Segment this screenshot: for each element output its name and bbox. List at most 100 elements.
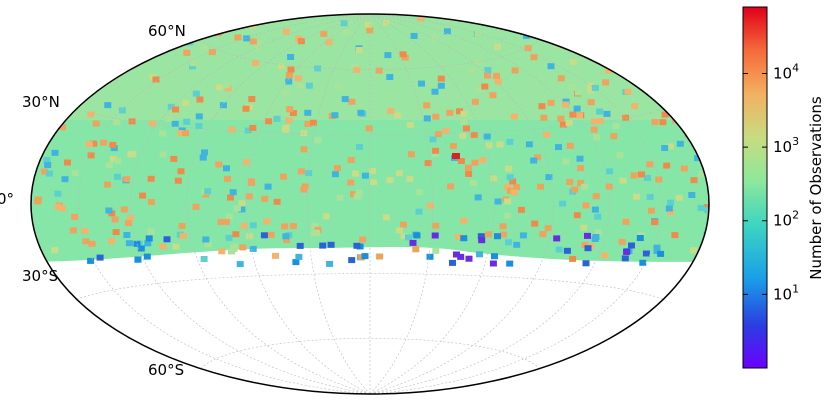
observation-pixel (563, 247, 571, 254)
observation-pixel (207, 16, 215, 23)
observation-pixel (619, 177, 627, 184)
observation-pixel (59, 124, 67, 131)
observation-pixel (431, 151, 439, 158)
observation-pixel (224, 85, 232, 92)
graticule (76, 14, 664, 394)
observation-pixel (506, 260, 514, 267)
observation-pixel (192, 203, 200, 210)
colorbar-tick-label-2: 103 (773, 135, 799, 156)
observation-pixel (506, 174, 514, 181)
observation-pixel (638, 171, 645, 178)
observation-pixel (92, 56, 100, 63)
observation-pixel (292, 259, 300, 266)
observation-pixel (243, 35, 251, 42)
observation-pixel (573, 212, 581, 219)
observation-pixel (300, 186, 308, 193)
parallel-line (76, 108, 664, 135)
observation-pixel (289, 110, 297, 117)
observation-pixel (296, 83, 304, 90)
observation-pixel (238, 206, 246, 213)
observation-pixel (460, 235, 468, 242)
observation-pixel (556, 16, 564, 23)
observation-pixel (663, 162, 671, 169)
observation-pixel (296, 242, 304, 249)
observation-pixel (204, 241, 212, 248)
observation-pixel (282, 124, 290, 131)
observation-pixel (474, 194, 482, 201)
observation-pixel (92, 70, 100, 77)
observation-pixel (601, 252, 609, 259)
observation-pixel (663, 93, 671, 100)
observation-pixel (449, 143, 457, 150)
observation-pixel (493, 72, 500, 79)
observation-pixel (537, 183, 545, 190)
observation-pixel (356, 143, 363, 150)
observation-pixel (108, 238, 116, 245)
observation-pixel (576, 112, 583, 119)
observation-pixel (242, 105, 250, 112)
observation-pixel (112, 15, 120, 22)
observation-pixel (633, 193, 640, 200)
observation-pixel (395, 227, 403, 234)
observation-pixel (651, 219, 659, 226)
observation-pixel (603, 110, 611, 117)
observation-pixel (460, 217, 468, 224)
observation-pixel (230, 243, 238, 250)
observation-pixel (584, 232, 591, 239)
observation-pixel (229, 189, 237, 196)
observation-pixel (582, 37, 590, 44)
observation-pixel (127, 151, 135, 158)
observation-pixel (395, 170, 403, 177)
observation-pixel (574, 89, 582, 96)
observation-pixel (273, 115, 281, 122)
observation-pixel (359, 236, 367, 243)
observation-pixel (453, 251, 460, 258)
observation-pixel (653, 30, 661, 37)
observation-pixel (282, 233, 290, 240)
observation-pixel (653, 244, 661, 251)
observation-pixel (426, 253, 434, 260)
observation-pixel (238, 200, 246, 207)
observation-pixel (423, 115, 431, 122)
observation-pixel (147, 199, 155, 205)
observation-pixel (61, 176, 69, 183)
observation-pixel (584, 245, 592, 252)
observation-pixel (628, 242, 635, 249)
observation-pixel (202, 236, 210, 243)
observation-pixel (254, 45, 262, 52)
observation-pixel (345, 20, 353, 26)
observation-pixel (394, 112, 402, 119)
observation-pixel (465, 255, 473, 262)
observation-pixel (264, 14, 272, 20)
observation-pixel (219, 102, 227, 109)
observation-pixel (413, 232, 421, 239)
observation-pixel (630, 14, 638, 20)
observation-pixel (430, 34, 438, 41)
observation-pixel (182, 130, 189, 137)
observation-pixel (424, 160, 432, 167)
observation-pixel (82, 238, 90, 245)
observation-pixel (442, 127, 450, 134)
observation-pixel (525, 141, 533, 148)
observation-pixel (559, 121, 567, 128)
observation-pixel (698, 170, 706, 177)
observation-pixel (357, 109, 365, 116)
colorbar-label: Number of Observations (807, 96, 825, 280)
observation-pixel (386, 74, 394, 80)
observation-pixel (92, 120, 100, 127)
observation-pixel (591, 206, 599, 213)
lat-label-30s: 30°S (22, 267, 58, 285)
observation-pixel (118, 107, 126, 114)
observation-pixel (415, 189, 423, 196)
observation-pixel (71, 170, 79, 177)
meridian-line (307, 14, 371, 394)
observation-pixel (470, 180, 477, 186)
observation-pixel (534, 154, 542, 161)
observation-pixel (543, 131, 551, 138)
observation-pixel (566, 179, 574, 185)
observation-pixel (481, 83, 489, 90)
parallel-line (76, 273, 664, 300)
observation-pixel (215, 161, 223, 168)
observation-pixel (72, 67, 80, 74)
observation-pixel (463, 125, 470, 132)
